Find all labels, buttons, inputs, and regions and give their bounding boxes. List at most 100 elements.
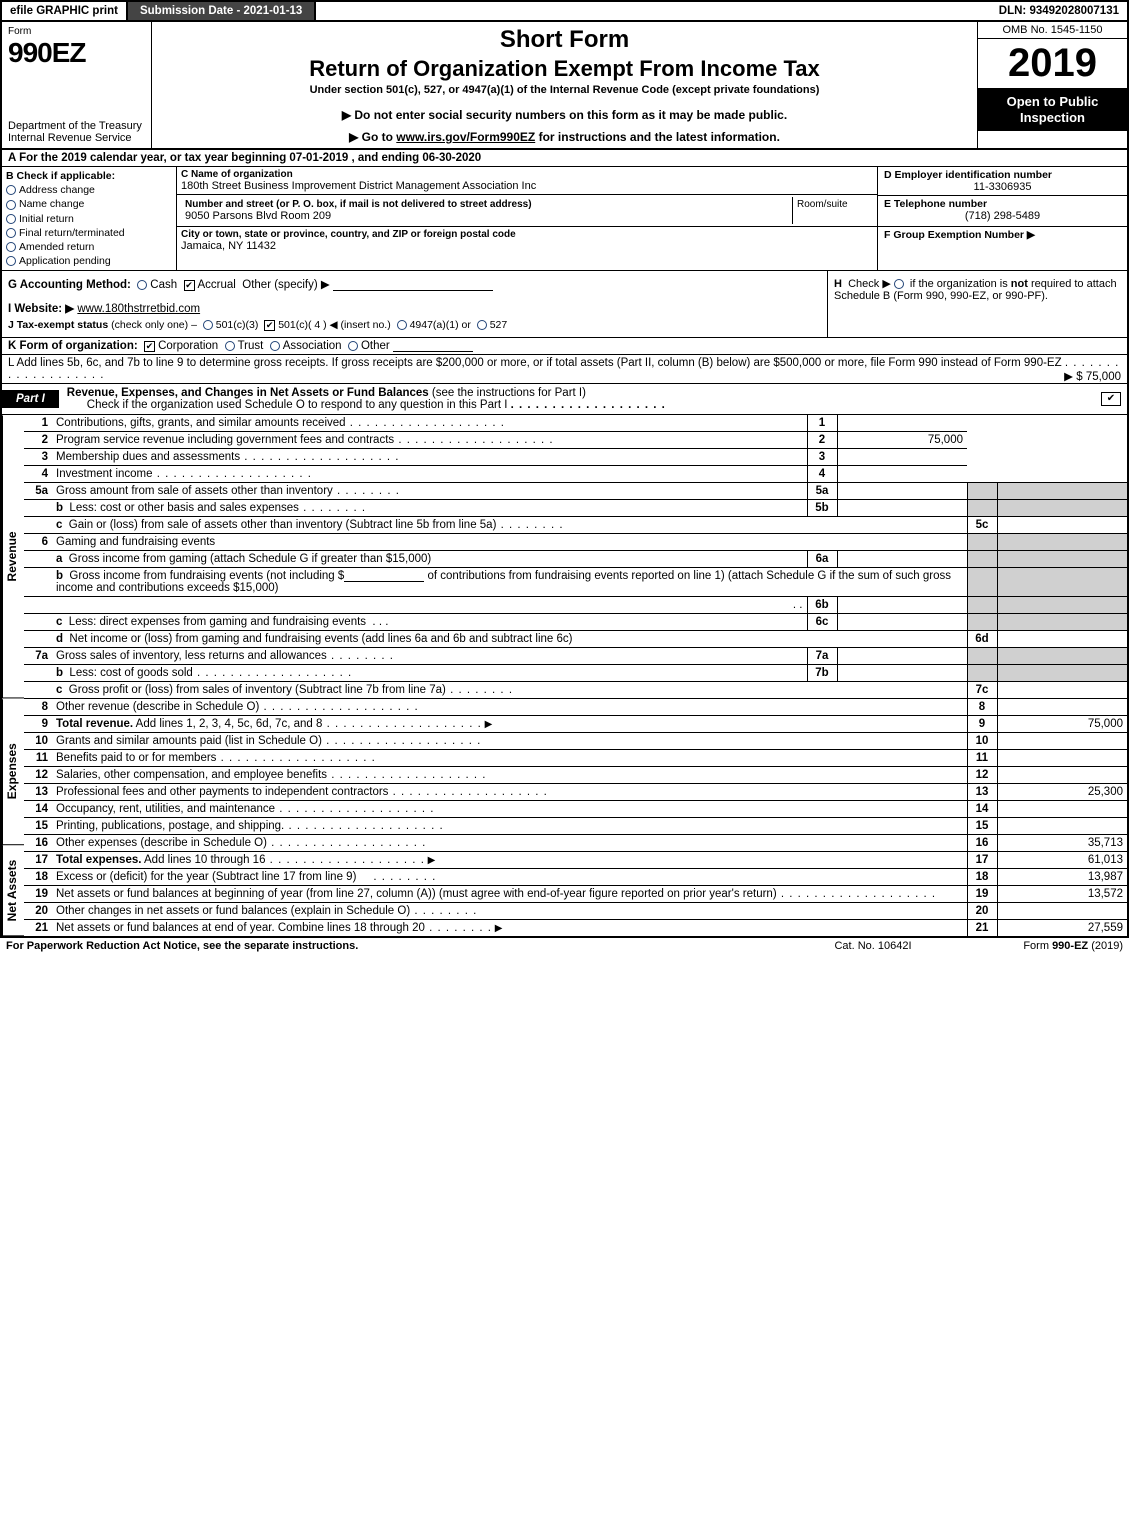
- row-6: 6Gaming and fundraising events: [24, 534, 1127, 551]
- form-ref: Form 990-EZ (2019): [943, 940, 1123, 952]
- row-16: 16Other expenses (describe in Schedule O…: [24, 835, 1127, 852]
- tax-year: 2019: [978, 39, 1127, 88]
- check-cash[interactable]: [137, 280, 147, 290]
- ein-value: 11-3306935: [884, 181, 1121, 193]
- tab-revenue: Revenue: [2, 415, 24, 698]
- c-city-label: City or town, state or province, country…: [181, 229, 873, 240]
- other-method-input[interactable]: [333, 279, 493, 291]
- row-8: 8Other revenue (describe in Schedule O)8: [24, 699, 1127, 716]
- check-initial-return[interactable]: [6, 214, 16, 224]
- gross-receipts: 75,000: [1086, 371, 1121, 383]
- org-name: 180th Street Business Improvement Distri…: [181, 180, 873, 192]
- check-application-pending[interactable]: [6, 256, 16, 266]
- check-association[interactable]: [270, 341, 280, 351]
- part-i-tag: Part I: [2, 390, 59, 408]
- entity-block: B Check if applicable: Address change Na…: [0, 167, 1129, 271]
- submission-date: Submission Date - 2021-01-13: [128, 2, 316, 20]
- open-inspection: Open to Public Inspection: [978, 88, 1127, 131]
- row-11: 11Benefits paid to or for members11: [24, 750, 1127, 767]
- efile-label[interactable]: efile GRAPHIC print: [2, 2, 128, 20]
- check-corporation[interactable]: [144, 341, 155, 352]
- ledger-table: 1Contributions, gifts, grants, and simil…: [24, 415, 1127, 936]
- row-14: 14Occupancy, rent, utilities, and mainte…: [24, 801, 1127, 818]
- check-amended-return[interactable]: [6, 242, 16, 252]
- tab-expenses: Expenses: [2, 699, 24, 845]
- group-exemption-label: F Group Exemption Number ▶: [884, 229, 1035, 241]
- form-number: 990EZ: [8, 37, 145, 69]
- row-15: 15Printing, publications, postage, and s…: [24, 818, 1127, 835]
- line-a-tax-year: A For the 2019 calendar year, or tax yea…: [0, 150, 1129, 167]
- row-2: 2Program service revenue including gover…: [24, 432, 1127, 449]
- c-street-label: Number and street (or P. O. box, if mail…: [185, 199, 788, 210]
- check-501c[interactable]: [264, 320, 275, 331]
- c-name-label: C Name of organization: [181, 169, 873, 180]
- check-final-return[interactable]: [6, 228, 16, 238]
- dept-irs: Internal Revenue Service: [8, 132, 145, 144]
- row-5c: c Gain or (loss) from sale of assets oth…: [24, 517, 1127, 534]
- website-link[interactable]: www.180thstrretbid.com: [77, 303, 200, 315]
- row-4: 4Investment income4: [24, 466, 1127, 483]
- row-6c: c Less: direct expenses from gaming and …: [24, 614, 1127, 631]
- other-org-input[interactable]: [393, 340, 473, 352]
- row-18: 18Excess or (deficit) for the year (Subt…: [24, 869, 1127, 886]
- ein-label: D Employer identification number: [884, 169, 1121, 181]
- part-i-schedule-o-check[interactable]: ✔: [1101, 392, 1121, 406]
- box-d-e-f: D Employer identification number 11-3306…: [877, 167, 1127, 270]
- tel-label: E Telephone number: [884, 198, 987, 210]
- box-b: B Check if applicable: Address change Na…: [2, 167, 177, 270]
- org-city: Jamaica, NY 11432: [181, 240, 873, 252]
- form-subtitle: Under section 501(c), 527, or 4947(a)(1)…: [158, 84, 971, 96]
- row-19: 19Net assets or fund balances at beginni…: [24, 886, 1127, 903]
- row-12: 12Salaries, other compensation, and empl…: [24, 767, 1127, 784]
- row-9: 9Total revenue. Add lines 1, 2, 3, 4, 5c…: [24, 716, 1127, 733]
- row-6d: d Net income or (loss) from gaming and f…: [24, 631, 1127, 648]
- line-j: J Tax-exempt status (check only one) – 5…: [8, 319, 821, 331]
- line-i: I Website: ▶ www.180thstrretbid.com: [8, 301, 821, 315]
- check-527[interactable]: [477, 320, 487, 330]
- check-schedule-b[interactable]: [894, 279, 904, 289]
- ssn-warning: ▶ Do not enter social security numbers o…: [158, 108, 971, 122]
- row-1: 1Contributions, gifts, grants, and simil…: [24, 415, 1127, 432]
- check-accrual[interactable]: [184, 280, 195, 291]
- row-7a: 7aGross sales of inventory, less returns…: [24, 648, 1127, 665]
- form-word: Form: [8, 26, 145, 37]
- row-5a: 5aGross amount from sale of assets other…: [24, 483, 1127, 500]
- dept-treasury: Department of the Treasury: [8, 120, 145, 132]
- omb-number: OMB No. 1545-1150: [978, 22, 1127, 39]
- check-4947[interactable]: [397, 320, 407, 330]
- part-i-header: Part I Revenue, Expenses, and Changes in…: [0, 384, 1129, 415]
- org-street: 9050 Parsons Blvd Room 209: [185, 210, 788, 222]
- line-k: K Form of organization: Corporation Trus…: [0, 338, 1129, 355]
- irs-link[interactable]: www.irs.gov/Form990EZ: [396, 130, 535, 144]
- 6b-amount-input[interactable]: [344, 570, 424, 582]
- form-title: Return of Organization Exempt From Incom…: [158, 56, 971, 82]
- row-21: 21Net assets or fund balances at end of …: [24, 920, 1127, 937]
- row-20: 20Other changes in net assets or fund ba…: [24, 903, 1127, 920]
- row-7c: c Gross profit or (loss) from sales of i…: [24, 682, 1127, 699]
- line-h: H Check ▶ if the organization is not req…: [827, 271, 1127, 337]
- check-trust[interactable]: [225, 341, 235, 351]
- check-name-change[interactable]: [6, 200, 16, 210]
- row-7b: b Less: cost of goods sold7b: [24, 665, 1127, 682]
- row-6b: b Gross income from fundraising events (…: [24, 568, 1127, 597]
- line-g: G Accounting Method: Cash Accrual Other …: [8, 277, 821, 291]
- box-c: C Name of organization 180th Street Busi…: [177, 167, 877, 270]
- row-13: 13Professional fees and other payments t…: [24, 784, 1127, 801]
- ledger: Revenue Expenses Net Assets 1Contributio…: [0, 415, 1129, 938]
- page-footer: For Paperwork Reduction Act Notice, see …: [0, 938, 1129, 954]
- check-501c3[interactable]: [203, 320, 213, 330]
- row-3: 3Membership dues and assessments3: [24, 449, 1127, 466]
- check-address-change[interactable]: [6, 185, 16, 195]
- cat-no: Cat. No. 10642I: [803, 940, 943, 952]
- top-bar: efile GRAPHIC print Submission Date - 20…: [0, 0, 1129, 20]
- check-other-org[interactable]: [348, 341, 358, 351]
- paperwork-notice: For Paperwork Reduction Act Notice, see …: [6, 940, 803, 952]
- dln: DLN: 93492028007131: [991, 2, 1127, 20]
- room-suite-label: Room/suite: [793, 197, 873, 224]
- tel-value: (718) 298-5489: [884, 210, 1121, 222]
- tab-net-assets: Net Assets: [2, 845, 24, 936]
- row-6b-sub: . .6b: [24, 597, 1127, 614]
- goto-line: ▶ Go to www.irs.gov/Form990EZ for instru…: [158, 130, 971, 144]
- line-l: L Add lines 5b, 6c, and 7b to line 9 to …: [0, 355, 1129, 384]
- row-5b: b Less: cost or other basis and sales ex…: [24, 500, 1127, 517]
